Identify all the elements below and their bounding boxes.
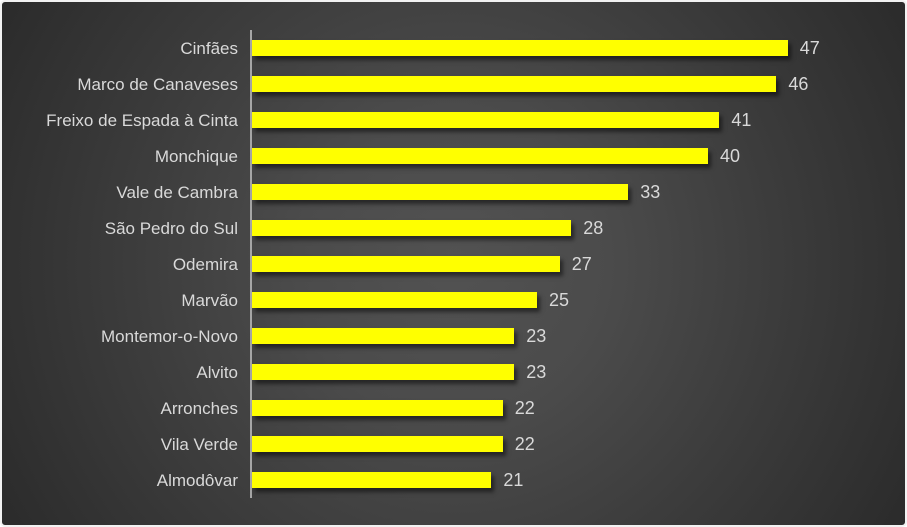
- bar: [252, 328, 515, 344]
- chart-row: Vale de Cambra 33: [2, 174, 905, 210]
- chart-row: Arronches 22: [2, 390, 905, 426]
- bar: [252, 472, 492, 488]
- value-label: 33: [640, 182, 661, 202]
- chart-row: São Pedro do Sul 28: [2, 210, 905, 246]
- chart-row: Freixo de Espada à Cinta 41: [2, 102, 905, 138]
- bar: [252, 148, 708, 164]
- value-label: 22: [514, 398, 535, 418]
- category-axis-line: [250, 30, 252, 498]
- bar-area: 22: [252, 399, 535, 417]
- category-label: Montemor-o-Novo: [101, 326, 238, 346]
- bar: [252, 112, 720, 128]
- bar-area: 23: [252, 327, 546, 345]
- bar-area: 23: [252, 363, 546, 381]
- category-label: Marco de Canaveses: [77, 74, 238, 94]
- chart-row: Marco de Canaveses 46: [2, 66, 905, 102]
- category-label: Marvão: [181, 290, 238, 310]
- bar-area: 41: [252, 111, 751, 129]
- value-label: 46: [788, 74, 809, 94]
- category-label: São Pedro do Sul: [104, 218, 238, 238]
- value-label: 27: [571, 254, 592, 274]
- bar-area: 27: [252, 255, 592, 273]
- chart-row: Monchique 40: [2, 138, 905, 174]
- chart-row: Marvão 25: [2, 282, 905, 318]
- chart-row: Almodôvar 21: [2, 462, 905, 498]
- category-label: Almodôvar: [156, 470, 238, 490]
- value-label: 47: [799, 38, 820, 58]
- category-label: Alvito: [196, 362, 238, 382]
- value-label: 40: [720, 146, 741, 166]
- bar-area: 21: [252, 471, 523, 489]
- bar: [252, 220, 572, 236]
- bar-area: 47: [252, 39, 820, 57]
- bar: [252, 292, 537, 308]
- bar-area: 25: [252, 291, 569, 309]
- bar: [252, 364, 515, 380]
- bar: [252, 76, 777, 92]
- value-label: 25: [549, 290, 570, 310]
- bar: [252, 436, 503, 452]
- bar: [252, 184, 629, 200]
- category-label: Vila Verde: [160, 434, 238, 454]
- bar-area: 28: [252, 219, 603, 237]
- value-label: 23: [526, 326, 547, 346]
- chart-row: Cinfães 47: [2, 30, 905, 66]
- value-label: 21: [503, 470, 524, 490]
- chart-row: Alvito 23: [2, 354, 905, 390]
- category-label: Freixo de Espada à Cinta: [46, 110, 238, 130]
- category-label: Cinfães: [180, 38, 238, 58]
- value-label: 28: [583, 218, 604, 238]
- chart-row: Odemira 27: [2, 246, 905, 282]
- category-label: Vale de Cambra: [116, 182, 238, 202]
- bar: [252, 400, 503, 416]
- value-label: 23: [526, 362, 547, 382]
- category-label: Odemira: [172, 254, 238, 274]
- bar-area: 46: [252, 75, 808, 93]
- chart-row: Vila Verde 22: [2, 426, 905, 462]
- category-label: Monchique: [154, 146, 238, 166]
- chart-row: Montemor-o-Novo 23: [2, 318, 905, 354]
- category-label: Arronches: [160, 398, 238, 418]
- bar-chart: Cinfães 47 Marco de Canaveses 46 Freixo de E…: [2, 30, 905, 498]
- bar-area: 40: [252, 147, 740, 165]
- value-label: 41: [731, 110, 752, 130]
- value-label: 22: [514, 434, 535, 454]
- bar: [252, 40, 788, 56]
- bar-area: 33: [252, 183, 660, 201]
- bar-area: 22: [252, 435, 535, 453]
- bar: [252, 256, 560, 272]
